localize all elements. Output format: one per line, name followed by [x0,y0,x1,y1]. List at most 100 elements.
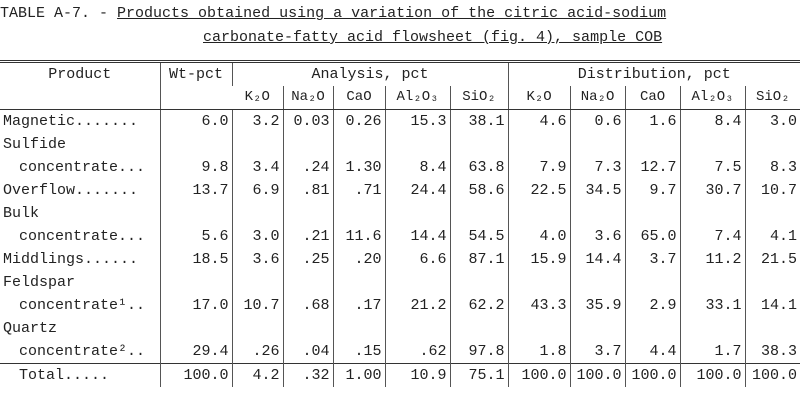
analysis-cell: 62.2 [449,271,509,317]
analysis-cell: 54.5 [449,202,509,248]
analysis-cell: 97.8 [449,317,509,364]
product-line: Total..... [19,367,110,384]
product-cell: Sulfide concentrate... [0,133,160,179]
distribution-cell: 3.7 [569,317,626,364]
distribution-cell: 4.6 [507,109,571,133]
product-cell: Magnetic....... [0,110,160,134]
distribution-cell: 43.3 [507,271,571,317]
distribution-cell: 7.5 [679,133,746,179]
subcolumn-header: K₂O [232,86,283,110]
table-body: Magnetic....... 6.0 3.2 0.03 0.26 15.3 38.1 4.6… [0,109,800,387]
analysis-cell: .68 [282,271,333,317]
distribution-cell: 8.4 [679,109,746,133]
analysis-cell: .32 [282,363,333,387]
distribution-cell: 34.5 [569,179,626,202]
analysis-cell: .26 [231,317,283,364]
analysis-cell: 3.6 [231,248,283,271]
product-line: Sulfide [3,136,67,153]
product-line: concentrate... [19,228,146,245]
subcolumn-header: SiO₂ [744,86,800,110]
distribution-cell: 30.7 [679,179,746,202]
analysis-cell: 15.3 [384,109,450,133]
column-header: Product [0,61,160,110]
subcolumn-header: Al₂O₃ [679,86,746,110]
wt-cell: 5.6 [159,202,232,248]
analysis-cell: 24.4 [384,179,450,202]
distribution-cell: 100.0 [569,363,626,387]
product-cell: Quartz concentrate².. [0,317,160,364]
subcolumn-header: CaO [332,86,385,110]
analysis-cell: 6.9 [231,179,283,202]
wt-cell: 18.5 [159,248,232,271]
distribution-cell: 100.0 [624,363,681,387]
title-line: carbonate-fatty acid flowsheet (fig. 4),… [0,26,800,50]
wt-cell: 13.7 [159,179,232,202]
product-line: Magnetic....... [3,113,139,130]
distribution-cell: 3.6 [569,202,626,248]
title-text: carbonate-fatty acid flowsheet (fig. 4),… [203,29,663,46]
subcolumn-header: Na₂O [569,86,626,110]
analysis-cell: 10.7 [231,271,283,317]
product-cell: Middlings...... [0,248,160,271]
distribution-cell: 2.9 [624,271,681,317]
distribution-cell: 12.7 [624,133,681,179]
product-cell: Total..... [0,363,160,387]
analysis-cell: .81 [282,179,333,202]
table-row: Overflow....... 13.7 6.9.81.71 24.4 58.6 22.5… [0,179,800,202]
analysis-cell: 4.2 [231,363,283,387]
wt-cell: 17.0 [159,271,232,317]
distribution-cell: 7.3 [569,133,626,179]
analysis-cell: 11.6 [332,202,385,248]
analysis-cell: .62 [384,317,450,364]
table-row: Sulfide concentrate... 9.8 3.4.24 1.30 8.4 63.… [0,133,800,179]
distribution-cell: 14.1 [744,271,800,317]
distribution-cell: 100.0 [679,363,746,387]
analysis-cell: .24 [282,133,333,179]
analysis-cell: 75.1 [449,363,509,387]
column-header: Distribution, pct [507,61,800,86]
analysis-cell: .25 [282,248,333,271]
analysis-cell: .15 [332,317,385,364]
analysis-cell: .20 [332,248,385,271]
product-line: concentrate².. [19,343,146,360]
title-line: TABLE A-7. - Products obtained using a v… [0,2,800,26]
product-line: concentrate¹.. [19,297,146,314]
distribution-cell: 35.9 [569,271,626,317]
table-row: Feldspar concentrate¹.. 17.0 10.7.68.17 21.2… [0,271,800,317]
analysis-cell: 6.6 [384,248,450,271]
subcolumn-header: SiO₂ [449,86,509,110]
distribution-cell: 3.0 [744,109,800,133]
analysis-cell: 1.00 [332,363,385,387]
analysis-cell: 14.4 [384,202,450,248]
distribution-cell: 22.5 [507,179,571,202]
table-row: Middlings...... 18.5 3.6.25.20 6.6 87.1 15.9 1… [0,248,800,271]
distribution-cell: 1.8 [507,317,571,364]
distribution-cell: 11.2 [679,248,746,271]
subcolumn-header: CaO [624,86,681,110]
product-line: Overflow....... [3,182,139,199]
analysis-cell: .17 [332,271,385,317]
product-cell: Bulk concentrate... [0,202,160,248]
product-line: Bulk [3,205,40,222]
product-line: Feldspar [3,274,76,291]
analysis-cell: .21 [282,202,333,248]
distribution-cell: 4.0 [507,202,571,248]
distribution-cell: 4.4 [624,317,681,364]
distribution-cell: 100.0 [744,363,800,387]
wt-cell: 100.0 [159,363,232,387]
analysis-cell: 3.4 [231,133,283,179]
column-header: Analysis, pct [231,61,509,86]
table-row: Magnetic....... 6.0 3.2 0.03 0.26 15.3 38.1 4.6… [0,109,800,134]
analysis-cell: 21.2 [384,271,450,317]
distribution-cell: 9.7 [624,179,681,202]
distribution-cell: 7.4 [679,202,746,248]
table-label: TABLE A-7. - [0,5,109,22]
data-table: Product Wt-pct Analysis, pct Distributio… [0,60,800,387]
distribution-cell: 8.3 [744,133,800,179]
wt-cell: 29.4 [159,317,232,364]
analysis-cell: 3.2 [231,109,283,133]
analysis-cell: 8.4 [384,133,450,179]
analysis-cell: 3.0 [231,202,283,248]
subcolumn-header: Al₂O₃ [384,86,450,110]
